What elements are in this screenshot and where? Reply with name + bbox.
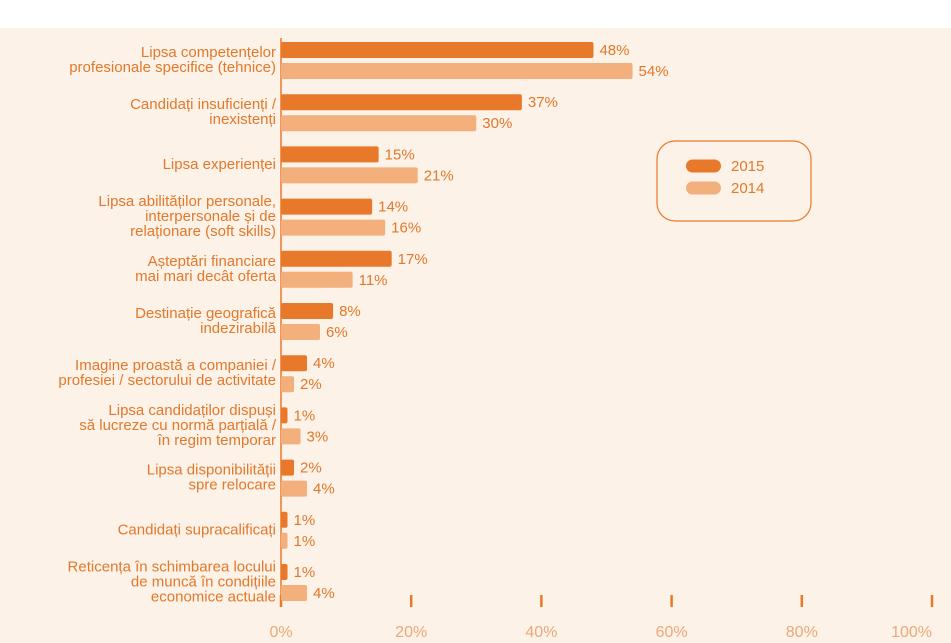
x-tick-label: 20% [395, 624, 427, 641]
bar [281, 146, 379, 163]
value-label: 54% [639, 63, 669, 80]
value-label: 14% [378, 199, 408, 216]
bar [281, 271, 353, 288]
category-label: Așteptări financiare [148, 253, 276, 270]
bar [281, 324, 321, 340]
value-label: 8% [339, 303, 361, 320]
value-label: 4% [313, 355, 335, 372]
bar [281, 250, 392, 267]
value-label: 1% [294, 407, 316, 424]
value-label: 48% [599, 42, 629, 59]
value-label: 15% [385, 146, 415, 163]
bar [281, 376, 295, 393]
category-label: Lipsa disponibilității [147, 462, 276, 479]
x-tick-label: 40% [525, 624, 557, 641]
value-label: 1% [294, 564, 316, 581]
value-label: 3% [307, 428, 329, 445]
value-label: 11% [359, 272, 388, 289]
category-label: Candidați supracalificați [118, 521, 276, 538]
bar [281, 564, 288, 580]
value-label: 4% [313, 481, 335, 498]
category-label: în regim temporar [157, 432, 276, 449]
bar [281, 355, 308, 372]
x-tick-label: 0% [269, 624, 292, 641]
bar [281, 303, 334, 319]
value-label: 2% [300, 460, 322, 477]
x-tick-label: 100% [891, 624, 932, 641]
bar [281, 459, 295, 476]
category-label: să lucreze cu normă parțială / [79, 417, 277, 434]
value-label: 1% [294, 512, 316, 529]
category-label: de muncă în condițiile [131, 573, 276, 590]
category-label: interpersonale și de [145, 208, 276, 225]
value-label: 2% [300, 376, 322, 393]
legend-swatch [686, 159, 721, 173]
bar [281, 198, 373, 215]
x-tick-label: 80% [786, 624, 818, 641]
legend-swatch [686, 181, 721, 195]
value-label: 17% [398, 251, 428, 268]
value-label: 4% [313, 585, 335, 602]
bar [281, 63, 633, 79]
bar [281, 219, 386, 236]
value-label: 16% [391, 220, 421, 237]
bar [281, 511, 288, 528]
category-label: relaționare (soft skills) [130, 223, 276, 240]
category-label: Lipsa experienței [163, 156, 276, 173]
category-label: economice actuale [151, 588, 276, 605]
legend-label: 2015 [731, 158, 764, 175]
category-label: Lipsa abilităților personale, [98, 193, 276, 210]
value-label: 6% [326, 324, 348, 341]
bar [281, 532, 288, 549]
legend-box [656, 140, 812, 222]
bar [281, 407, 288, 424]
value-label: 21% [424, 167, 454, 184]
value-label: 30% [482, 115, 512, 132]
value-label: 37% [528, 94, 558, 111]
bar [281, 480, 308, 497]
category-label: Imagine proastă a companiei / [75, 357, 277, 374]
legend-label: 2014 [731, 180, 764, 197]
category-label: Lipsa competențelor [141, 44, 276, 61]
category-label: spre relocare [188, 477, 276, 494]
category-label: indezirabilă [200, 320, 277, 337]
category-label: Reticența în schimbarea locului [68, 558, 276, 575]
bar [281, 167, 418, 184]
bar [281, 428, 301, 445]
bar [281, 585, 308, 601]
category-label: Destinație geografică [135, 305, 277, 322]
category-label: profesiei / sectorului de activitate [58, 372, 276, 389]
category-label: Lipsa candidaților dispuși [108, 402, 276, 419]
bar [281, 94, 522, 111]
category-label: profesionale specifice (tehnice) [69, 59, 276, 76]
category-label: mai mari decât oferta [135, 268, 277, 285]
x-tick-label: 60% [656, 624, 688, 641]
bar [281, 115, 477, 132]
category-label: inexistenți [209, 111, 276, 128]
value-label: 1% [294, 533, 316, 550]
bar [281, 42, 594, 58]
category-label: Candidați insuficienți / [130, 96, 277, 113]
